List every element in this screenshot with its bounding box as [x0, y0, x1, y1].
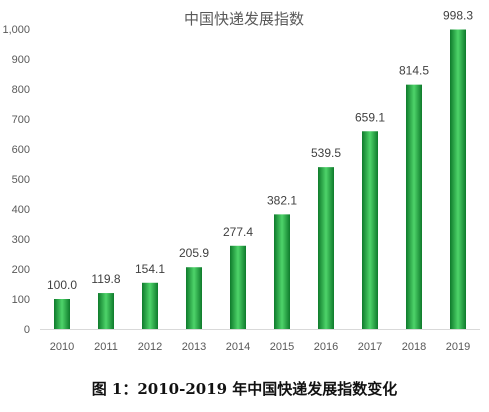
y-tick-label: 400 [12, 204, 30, 216]
x-tick-label-2017: 2017 [358, 341, 382, 353]
bars [54, 29, 466, 330]
bar-2010 [54, 299, 70, 329]
y-tick-label: 700 [12, 114, 30, 126]
bar-2018 [406, 84, 422, 330]
y-tick-label: 800 [12, 84, 30, 96]
y-tick-label: 900 [12, 54, 30, 66]
data-label-2016: 539.5 [311, 146, 341, 160]
y-tick-label: 0 [24, 324, 30, 336]
y-tick-label: 500 [12, 174, 30, 186]
data-label-2012: 154.1 [135, 262, 165, 276]
y-tick-label: 100 [12, 294, 30, 306]
data-label-2019: 998.3 [443, 9, 473, 23]
x-tick-label-2012: 2012 [138, 341, 162, 353]
y-tick-label: 200 [12, 264, 30, 276]
x-tick-label-2018: 2018 [402, 341, 426, 353]
x-tick-label-2014: 2014 [226, 341, 250, 353]
bar-2012 [142, 282, 158, 329]
bar-2016 [318, 167, 334, 329]
y-tick-label: 300 [12, 234, 30, 246]
chart-title: 中国快递发展指数 [184, 10, 304, 28]
bar-2015 [274, 214, 290, 329]
bar-2019 [450, 29, 466, 329]
x-tick-label-2019: 2019 [446, 341, 470, 353]
x-axis: 2010 2011 2012 2013 2014 2015 2016 2017 2018 2019 [40, 329, 480, 353]
x-tick-label-2013: 2013 [182, 341, 206, 353]
bar-2017 [362, 131, 378, 329]
data-label-2011: 119.8 [91, 272, 120, 286]
y-tick-label: 1,000 [2, 24, 30, 36]
data-label-2010: 100.0 [47, 278, 77, 292]
x-tick-label-2011: 2011 [94, 341, 118, 353]
figure-caption: 图 1：2010-2019 年中国快递发展指数变化 [91, 380, 398, 398]
bar-chart: 中国快递发展指数 0 100 200 300 400 500 600 700 800 900 1,0… [2, 9, 480, 353]
data-label-2018: 814.5 [399, 64, 429, 78]
data-label-2013: 205.9 [179, 246, 209, 260]
y-tick-label: 600 [12, 144, 30, 156]
data-label-2014: 277.4 [223, 225, 253, 239]
x-tick-label-2016: 2016 [314, 341, 338, 353]
x-tick-label-2015: 2015 [270, 341, 294, 353]
bar-2011 [98, 293, 114, 329]
data-labels: 100.0 119.8 154.1 205.9 277.4 382.1 539.5 659.1… [47, 9, 473, 292]
bar-2014 [230, 245, 246, 329]
bar-2013 [186, 267, 202, 329]
y-axis: 0 100 200 300 400 500 600 700 800 900 1,000 [2, 24, 30, 336]
data-label-2017: 659.1 [355, 110, 385, 124]
x-tick-label-2010: 2010 [50, 341, 74, 353]
data-label-2015: 382.1 [267, 193, 297, 207]
